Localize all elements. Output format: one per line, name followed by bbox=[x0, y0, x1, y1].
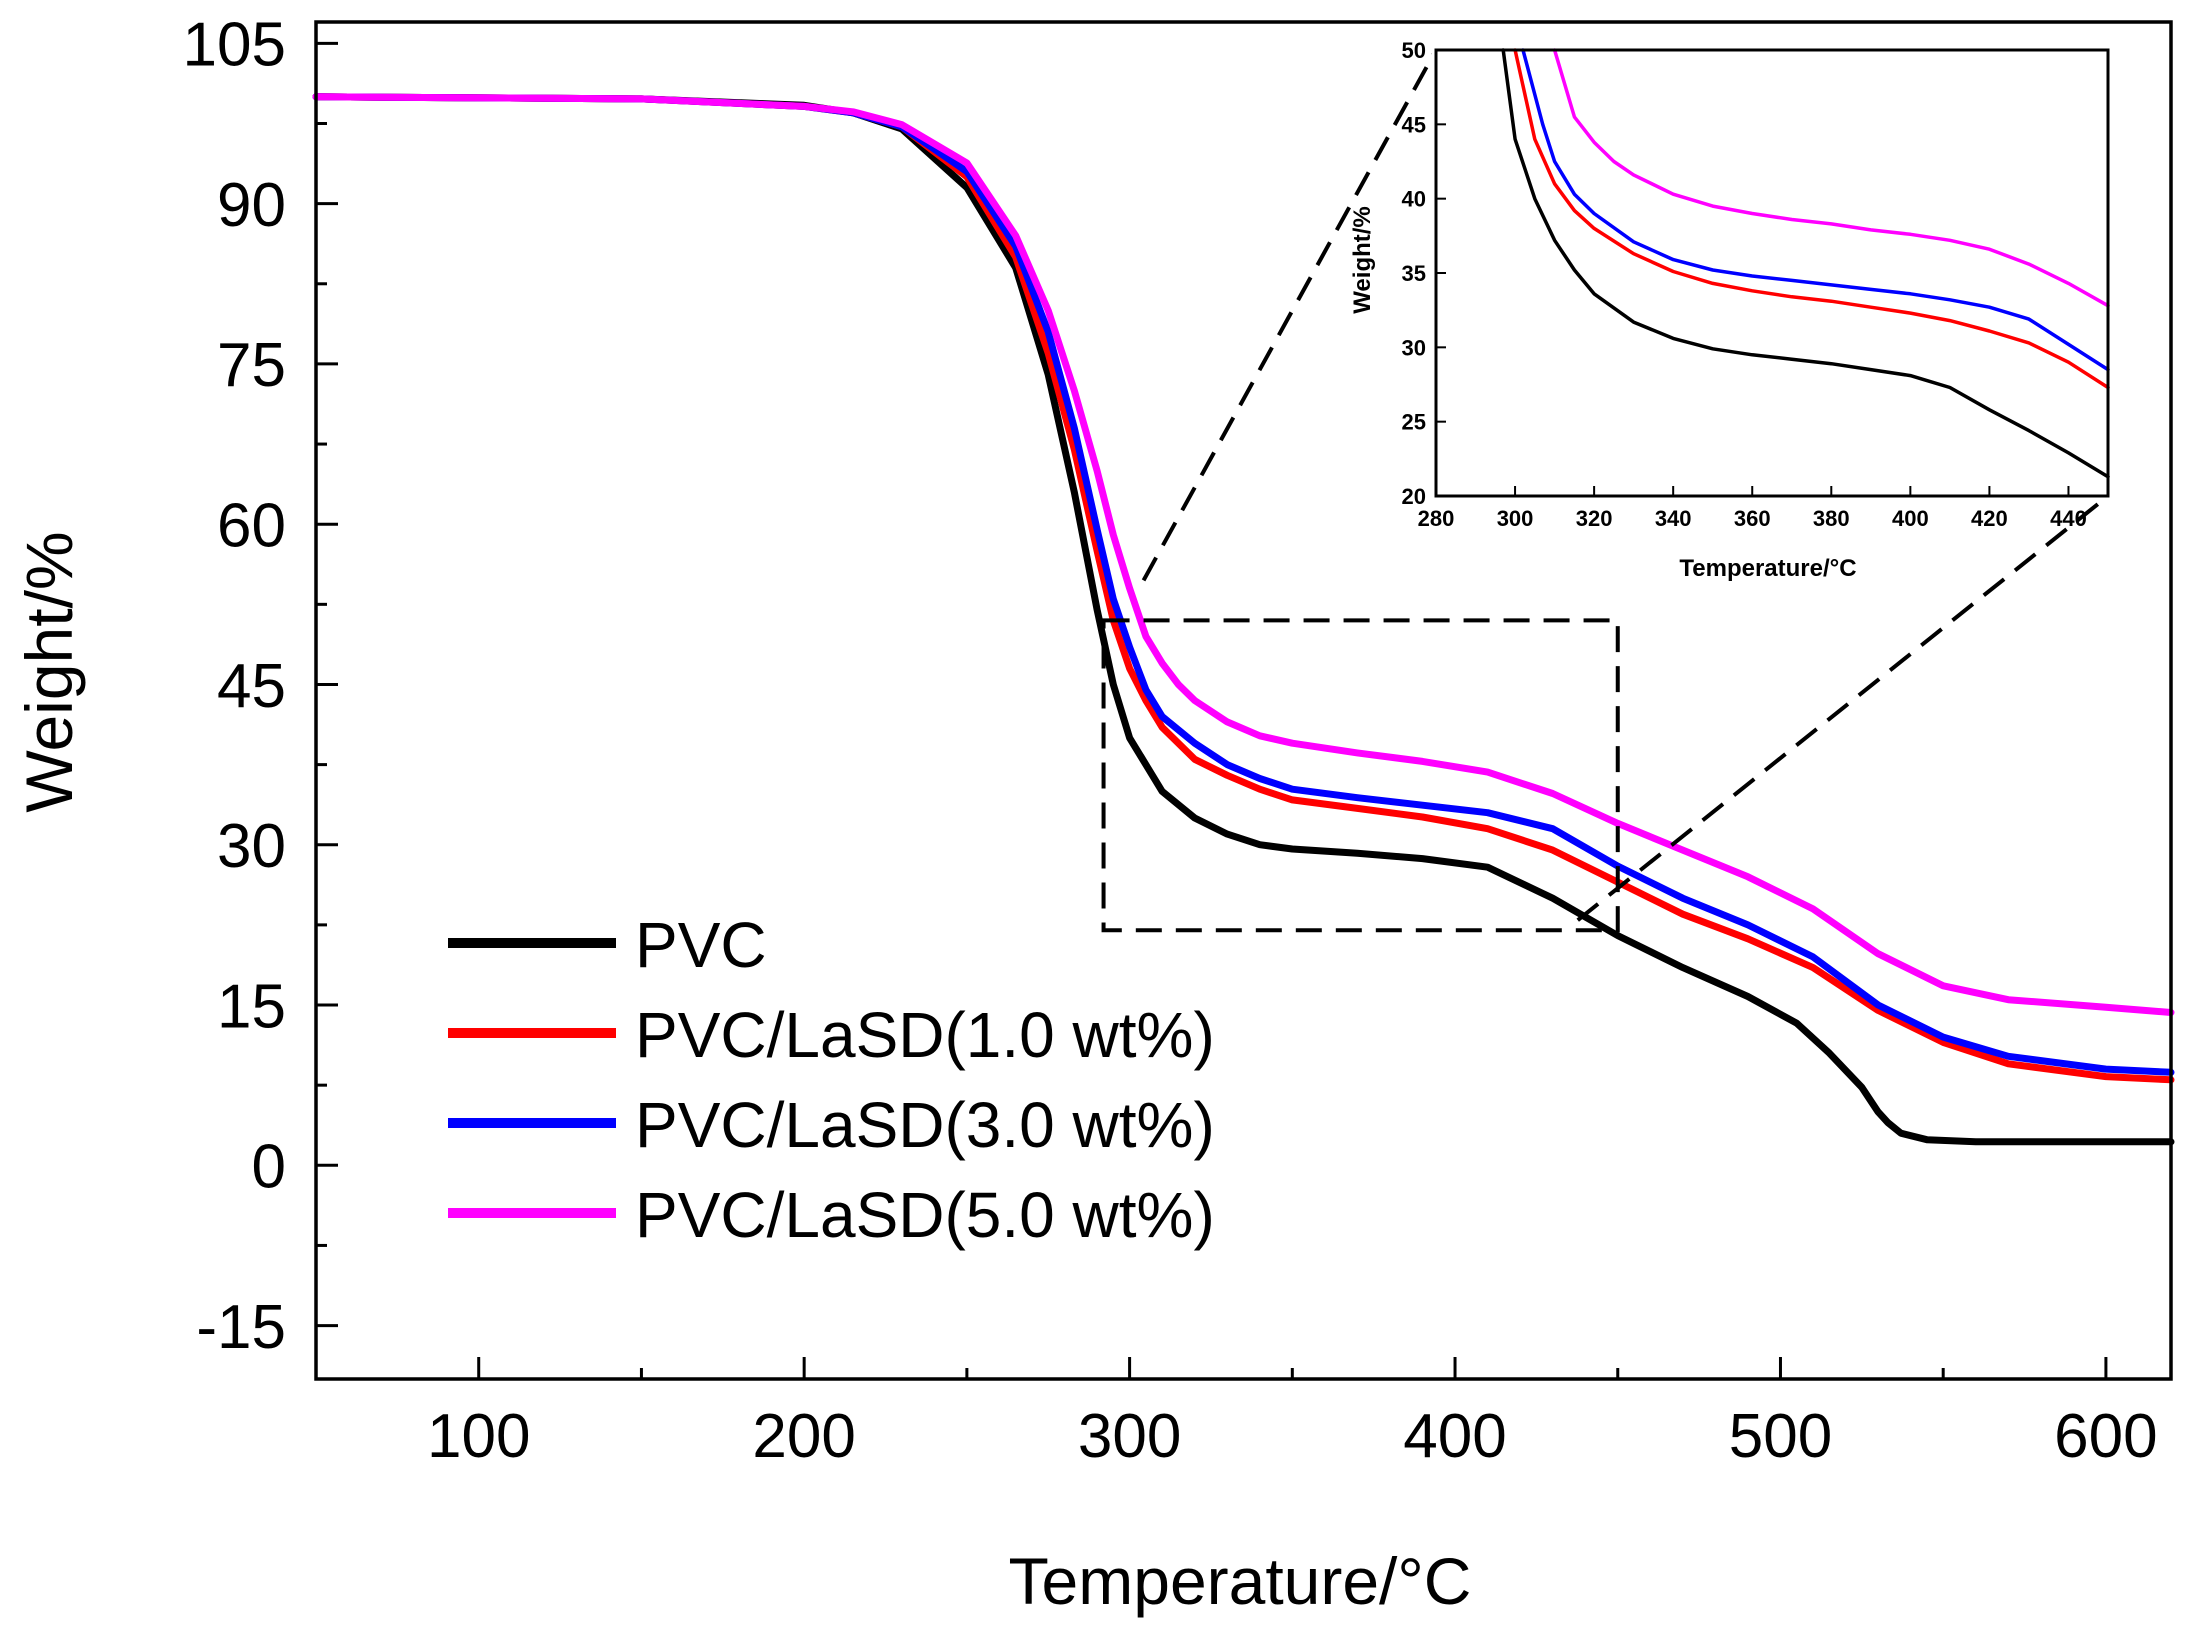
inset-series-pvc-lasd-1-0-wt bbox=[1513, 48, 2110, 390]
inset-y-tick-label: 25 bbox=[1402, 410, 1426, 435]
main-series-pvc-lasd-5-0-wt bbox=[312, 93, 2175, 1016]
inset-background bbox=[1432, 48, 2112, 498]
inset-y-tick-label: 35 bbox=[1402, 261, 1426, 286]
inset-x-tick-label: 400 bbox=[1892, 506, 1929, 531]
inset-series-pvc bbox=[1501, 48, 2110, 479]
main-tick-labels: 100 200 300 400 500 600 -15 0 15 30 45 60 75 90 105 bbox=[183, 11, 2158, 1471]
main-x-axis-label: Temperature/°C bbox=[1009, 1544, 1472, 1618]
main-x-tick-label: 600 bbox=[2054, 1402, 2157, 1471]
inset-x-axis-label: Temperature/°C bbox=[1679, 555, 1856, 582]
main-y-tick-label: 0 bbox=[252, 1133, 286, 1202]
main-y-axis-label: Weight/% bbox=[12, 531, 86, 812]
zoom-connector-bottom bbox=[1576, 494, 2110, 922]
main-y-tick-label: 60 bbox=[217, 492, 286, 561]
inset-plot-frame bbox=[1434, 48, 2110, 498]
main-y-tick-label: 15 bbox=[217, 972, 286, 1041]
inset-series-group bbox=[1501, 48, 2110, 479]
main-x-tick-label: 100 bbox=[427, 1402, 530, 1471]
zoom-connector-top bbox=[1141, 49, 1438, 582]
main-y-tick-label: 45 bbox=[217, 652, 286, 721]
inset-y-tick-label: 40 bbox=[1402, 187, 1426, 212]
inset-y-tick-label: 45 bbox=[1402, 112, 1426, 137]
inset-x-tick-label: 340 bbox=[1655, 506, 1692, 531]
main-y-tick-label: 105 bbox=[183, 11, 286, 80]
main-x-tick-label: 300 bbox=[1078, 1402, 1181, 1471]
legend-label-lasd-3: PVC/LaSD(3.0 wt%) bbox=[635, 1089, 1215, 1161]
main-series-pvc bbox=[312, 93, 2175, 1146]
inset-x-tick-label: 300 bbox=[1497, 506, 1534, 531]
legend: PVC PVC/LaSD(1.0 wt%) PVC/LaSD(3.0 wt%) … bbox=[448, 909, 1215, 1251]
main-x-tick-label: 500 bbox=[1729, 1402, 1832, 1471]
inset-y-tick-label: 30 bbox=[1402, 335, 1426, 360]
legend-label-pvc: PVC bbox=[635, 909, 767, 981]
zoom-annotation bbox=[1101, 49, 2110, 933]
inset-series-pvc-lasd-5-0-wt bbox=[1552, 48, 2110, 308]
main-y-tick-label: 75 bbox=[217, 331, 286, 400]
inset-series-pvc-lasd-3-0-wt bbox=[1521, 48, 2110, 372]
main-series-group bbox=[312, 93, 2175, 1146]
main-y-tick-label: -15 bbox=[196, 1293, 286, 1362]
inset-x-tick-label: 440 bbox=[2050, 506, 2087, 531]
inset-y-tick-label: 50 bbox=[1402, 38, 1426, 63]
main-series-pvc-lasd-3-0-wt bbox=[312, 93, 2175, 1076]
legend-label-lasd-1: PVC/LaSD(1.0 wt%) bbox=[635, 999, 1215, 1071]
main-y-tick-label: 90 bbox=[217, 171, 286, 240]
inset-x-tick-label: 380 bbox=[1813, 506, 1850, 531]
inset-y-axis-label: Weight/% bbox=[1349, 206, 1376, 314]
legend-label-lasd-5: PVC/LaSD(5.0 wt%) bbox=[635, 1179, 1215, 1251]
main-x-tick-label: 400 bbox=[1403, 1402, 1506, 1471]
inset-tick-labels: 280 300 320 340 360 380 400 420 440 20 25 30 35 40 45 5… bbox=[1402, 38, 2087, 531]
inset-y-tick-label: 20 bbox=[1402, 484, 1426, 509]
main-y-tick-label: 30 bbox=[217, 812, 286, 881]
inset-x-tick-label: 420 bbox=[1971, 506, 2008, 531]
main-x-tick-label: 200 bbox=[752, 1402, 855, 1471]
zoom-box bbox=[1101, 618, 1620, 933]
main-plot-frame bbox=[314, 20, 2173, 1381]
inset-x-tick-label: 360 bbox=[1734, 506, 1771, 531]
inset-x-tick-label: 320 bbox=[1576, 506, 1613, 531]
inset-x-tick-label: 280 bbox=[1418, 506, 1455, 531]
